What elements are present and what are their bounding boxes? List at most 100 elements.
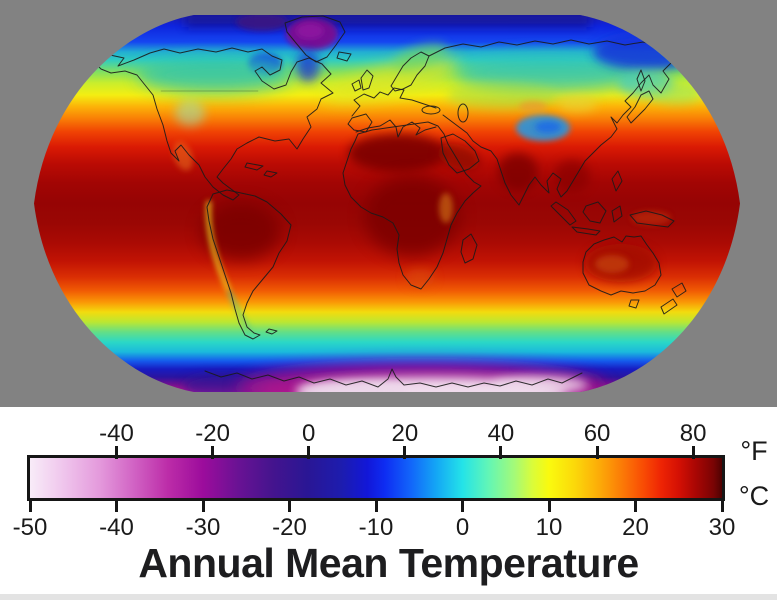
labrador-current-cold	[296, 50, 320, 82]
antarctica-coastline	[204, 368, 583, 388]
europe-north-coastline	[351, 87, 437, 117]
south-america-coastline	[206, 189, 292, 340]
fahrenheit-tick	[403, 446, 407, 459]
hispaniola	[263, 170, 278, 178]
norwegian-sea-mild	[393, 43, 447, 71]
new-zealand-south-island	[660, 298, 678, 315]
philippines	[611, 170, 623, 192]
india-hot	[498, 153, 538, 191]
fahrenheit-tick	[499, 446, 503, 459]
scandinavia	[390, 51, 430, 92]
fahrenheit-tick	[595, 446, 599, 459]
southern-ocean-cold-west	[182, 373, 270, 392]
celsius-tick-label: -10	[358, 514, 394, 541]
fahrenheit-tick-label: 40	[487, 420, 515, 447]
borneo	[582, 201, 607, 224]
colorbar	[27, 455, 725, 501]
sulawesi	[611, 205, 623, 223]
fahrenheit-tick	[691, 446, 695, 459]
north-atlantic-warm-tongue	[323, 57, 461, 103]
celsius-tick-label: -30	[185, 514, 221, 541]
fahrenheit-tick-label: 0	[302, 420, 316, 447]
celsius-tick-label: 10	[535, 514, 563, 541]
map-title: Annual Mean Temperature	[138, 540, 639, 586]
sahara-hot-region	[348, 134, 448, 172]
canada-cool-band	[137, 57, 293, 93]
greenland-coastline	[284, 15, 346, 63]
celsius-tick-label: -50	[12, 514, 48, 541]
new-zealand-north-island	[671, 282, 687, 298]
map-clip-group	[34, 15, 740, 392]
tarim-basin-warm	[519, 101, 547, 113]
ne-siberia-cold	[593, 34, 703, 70]
new-guinea	[629, 210, 675, 228]
celsius-tick-label: 0	[455, 514, 470, 541]
rockies-cool-patch	[175, 100, 205, 126]
celsius-tick	[720, 498, 724, 512]
caspian-sea	[457, 103, 469, 123]
mexico-highland-warm	[173, 141, 193, 171]
java	[571, 226, 601, 236]
great-britain	[360, 69, 374, 91]
arabian-peninsula	[440, 133, 480, 174]
celsius-tick	[201, 498, 205, 512]
fahrenheit-tick-label: -40	[99, 420, 134, 447]
australia-interior	[595, 255, 629, 273]
madagascar	[460, 233, 478, 264]
gobi-mild	[557, 96, 597, 112]
australia-coastline	[582, 235, 662, 296]
equatorial-africa-hot	[364, 176, 460, 256]
greenland-core	[296, 23, 324, 39]
east-africa-highlands	[439, 193, 453, 223]
celsius-tick	[461, 498, 464, 512]
celsius-tick	[374, 498, 378, 512]
world-temperature-map	[34, 15, 740, 392]
black-sea	[421, 105, 441, 115]
south-africa-mild	[405, 269, 435, 287]
colorbar-scale: -40 -20 0 20 40 60 80 -50 -40 -30 -20 -10 0 10 20 30	[13, 415, 736, 545]
fahrenheit-tick-label: -20	[195, 420, 230, 447]
fahrenheit-unit-label: °F	[740, 436, 768, 466]
celsius-tick	[288, 498, 291, 512]
celsius-tick-label: -20	[272, 514, 307, 541]
africa-coastline	[342, 121, 482, 290]
north-pacific-mild	[650, 84, 702, 104]
celsius-tick-label: 30	[708, 514, 736, 541]
se-asia-hot	[554, 160, 590, 192]
world-map-area	[0, 0, 777, 407]
celsius-tick	[115, 498, 118, 512]
europe-mediterranean-coastline	[355, 119, 437, 138]
amazon-hot	[201, 202, 281, 260]
siberia-cool-band	[456, 54, 640, 92]
celsius-tick	[634, 498, 637, 512]
celsius-tick	[28, 498, 32, 512]
cuba	[244, 162, 264, 171]
temperature-legend	[0, 407, 777, 600]
celsius-tick	[547, 498, 551, 512]
arctic-purple-patch	[236, 15, 288, 31]
tasmania	[628, 299, 640, 309]
celsius-unit-label: °C	[738, 481, 770, 511]
sumatra	[550, 201, 577, 226]
antarctica-ice-east	[492, 376, 588, 392]
japan	[626, 90, 654, 124]
fahrenheit-tick-label: 80	[679, 420, 707, 447]
fahrenheit-tick-label: 20	[391, 420, 419, 447]
continent-outlines	[95, 15, 687, 388]
andes-cool-stripe	[205, 200, 232, 293]
temperature-anomaly-blobs	[137, 15, 703, 392]
north-america-coastline	[95, 47, 334, 201]
celsius-tick-label: -40	[99, 514, 134, 541]
fahrenheit-tick	[307, 446, 311, 459]
fahrenheit-tick	[115, 446, 118, 459]
asia-coastline	[428, 39, 682, 206]
ireland	[351, 79, 362, 92]
fahrenheit-tick	[211, 446, 215, 459]
iceland	[336, 51, 352, 62]
fahrenheit-tick-label: 60	[583, 420, 611, 447]
bottom-edge-strip	[0, 594, 777, 600]
falkland-islands	[265, 328, 278, 335]
tibet-core	[535, 121, 561, 133]
sakhalin	[636, 69, 646, 92]
